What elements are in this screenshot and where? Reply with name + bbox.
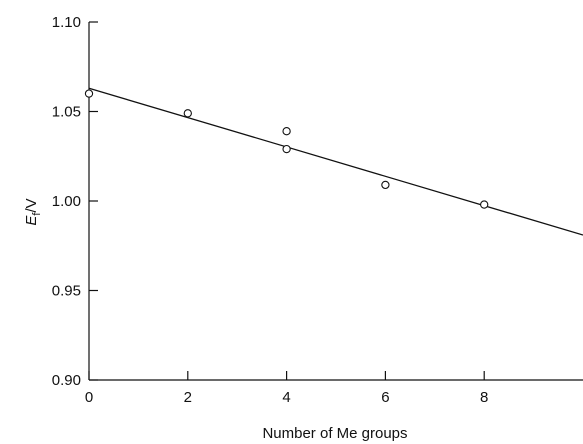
y-tick-label: 0.95 <box>52 283 81 300</box>
data-point <box>183 109 192 118</box>
x-tick-label: 6 <box>381 389 389 406</box>
x-axis-title: Number of Me groups <box>262 425 407 442</box>
x-tick-label: 4 <box>282 389 290 406</box>
data-point <box>282 127 291 136</box>
y-tick-label: 0.90 <box>52 372 81 389</box>
axes <box>88 22 583 381</box>
y-tick-label: 1.10 <box>52 14 81 31</box>
y-tick-label: 1.05 <box>52 104 81 121</box>
x-tick-label: 8 <box>480 389 488 406</box>
data-point <box>381 180 390 190</box>
data-point <box>480 200 489 209</box>
ticks: 0.90 0.95 1.00 1.05 1.10 0 2 4 6 8 <box>52 14 489 406</box>
y-axis-title-symbol: E <box>23 215 40 226</box>
fit-line <box>88 87 583 236</box>
y-axis-title-unit: /V <box>23 198 40 212</box>
data-points <box>84 89 489 209</box>
data-point <box>282 144 291 154</box>
x-tick-label: 2 <box>184 389 192 406</box>
fit-line-group <box>88 87 583 236</box>
y-tick-label: 1.00 <box>52 193 81 210</box>
y-axis-title: Ef/V <box>23 198 43 225</box>
y-axis-title-subscript: f <box>31 212 43 216</box>
x-tick-label: 0 <box>85 389 93 406</box>
data-point <box>84 89 94 98</box>
